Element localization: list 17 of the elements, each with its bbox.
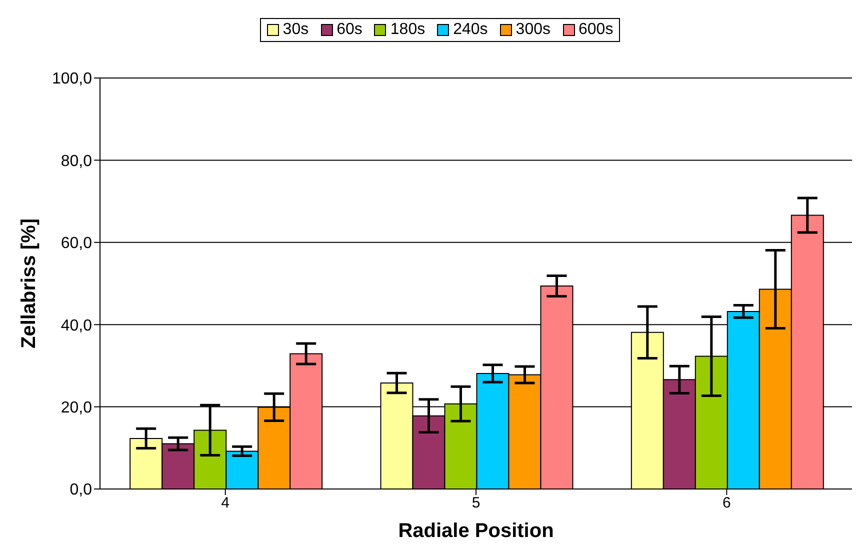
x-tick-label: 5	[472, 494, 480, 512]
y-tick-label: 60,0	[60, 235, 92, 252]
legend-label: 240s	[452, 21, 488, 39]
y-tick-label: 0,0	[70, 482, 92, 499]
y-tick-label: 80,0	[60, 152, 92, 170]
legend-label: 180s	[389, 21, 426, 39]
x-tick-label: 4	[221, 494, 230, 512]
y-tick-label: 100,0	[52, 70, 92, 88]
legend-label: 30s	[282, 21, 309, 39]
y-tick-label: 40,0	[60, 317, 92, 334]
legend-label: 600s	[578, 21, 614, 39]
legend-label: 60s	[336, 21, 362, 39]
x-axis-title: Radiale Position	[398, 520, 554, 542]
y-tick-label: 20,0	[60, 399, 92, 416]
legend-label: 300s	[514, 21, 550, 39]
y-axis-title: Zellabriss [%]	[18, 218, 40, 349]
x-tick-label: 6	[722, 494, 731, 512]
